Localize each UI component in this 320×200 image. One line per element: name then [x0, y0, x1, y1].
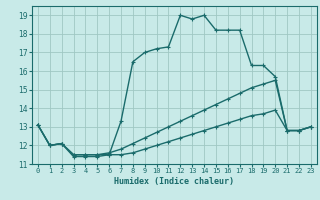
X-axis label: Humidex (Indice chaleur): Humidex (Indice chaleur)	[115, 177, 234, 186]
